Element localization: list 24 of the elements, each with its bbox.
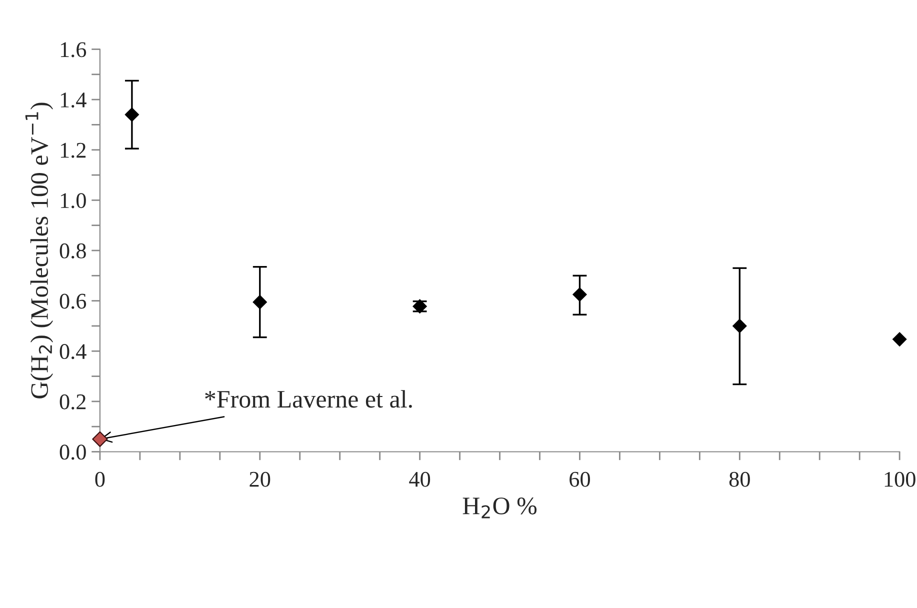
x-tick-label: 100 <box>884 472 916 487</box>
point <box>892 332 907 347</box>
y-tick-label: 1.0 <box>60 193 86 208</box>
annotation: *From Laverne et al. <box>205 390 412 408</box>
y-tick-label: 1.4 <box>60 92 86 108</box>
point <box>252 294 268 310</box>
x-axis-title: H$_{2}$O % <box>462 497 537 518</box>
y-axis-title: G(H$_{2}$) (Molecules 100 eV$^{−1}$) <box>25 102 54 398</box>
y-tick-label: 0.8 <box>60 243 86 259</box>
y-tick-label: 1.2 <box>60 142 86 158</box>
x-tick-label: 40 <box>409 472 430 487</box>
point <box>732 318 747 334</box>
y-tick-label: 0.0 <box>60 444 86 460</box>
y-tick-label: 1.6 <box>60 42 86 58</box>
y-tick-label: 0.6 <box>60 294 86 309</box>
point <box>92 431 108 448</box>
y-tick-label: 0.2 <box>60 394 86 410</box>
x-tick-label: 60 <box>570 472 590 487</box>
y-tick-label: 0.4 <box>60 344 86 360</box>
x-tick-label: 80 <box>729 472 750 487</box>
point <box>124 107 140 122</box>
point <box>572 287 588 302</box>
x-tick-label: 20 <box>250 472 270 487</box>
x-tick-label: 0 <box>95 472 105 487</box>
